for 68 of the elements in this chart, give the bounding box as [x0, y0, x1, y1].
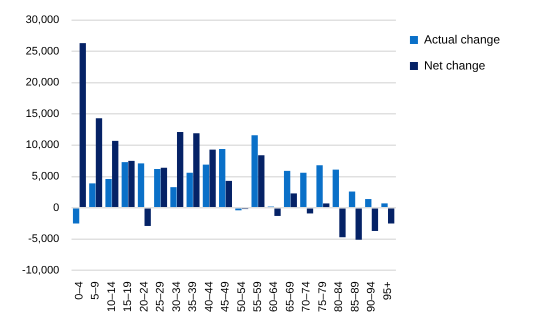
bar	[348, 192, 356, 208]
x-tick-label: 55–59	[252, 281, 264, 312]
x-tick-label: 50–54	[236, 281, 248, 312]
bar	[170, 187, 177, 208]
bar	[306, 208, 314, 214]
x-tick-label: 30–34	[170, 281, 183, 312]
y-tick-label: 15,000	[26, 108, 60, 120]
bar	[89, 183, 96, 208]
bar	[251, 135, 258, 208]
x-tick-label: 70–74	[300, 281, 313, 312]
bar	[176, 132, 184, 208]
bar	[258, 155, 264, 208]
legend-label: Net change	[424, 58, 486, 72]
bar	[323, 203, 330, 208]
x-tick-label: 60–64	[268, 281, 280, 312]
bar	[96, 118, 102, 208]
x-tick-label: 85–89	[349, 281, 362, 312]
x-tick-label: 15–19	[122, 281, 134, 312]
x-tick-label: 45–49	[220, 281, 232, 312]
x-tick-label: 95+	[382, 281, 394, 300]
bar	[284, 170, 290, 208]
bar	[209, 150, 216, 208]
x-tick-label: 35–39	[187, 281, 200, 312]
bar	[226, 180, 232, 208]
bar	[112, 140, 118, 208]
bar	[105, 179, 112, 208]
y-tick-label: -5,000	[28, 233, 60, 246]
bar	[300, 172, 307, 208]
bar	[202, 164, 210, 208]
bar	[138, 163, 144, 208]
bar	[144, 208, 151, 226]
x-tick-label: 20–24	[138, 281, 150, 312]
x-tick-label: 40–44	[203, 281, 216, 312]
bar	[290, 193, 297, 208]
bar	[122, 162, 128, 208]
x-tick-label: 10–14	[106, 281, 118, 312]
bar	[381, 203, 388, 208]
bar	[372, 208, 378, 231]
bar	[365, 199, 372, 208]
x-tick-label: 5–9	[90, 281, 102, 300]
legend-label: Actual change	[424, 32, 500, 46]
y-tick-label: 10,000	[26, 139, 60, 152]
y-tick-label: 5,000	[32, 170, 60, 183]
bar	[186, 172, 193, 208]
bar	[339, 208, 346, 238]
bar	[154, 168, 160, 208]
bar	[160, 168, 168, 208]
bar	[72, 208, 80, 224]
y-tick-label: 20,000	[26, 76, 60, 89]
bar	[316, 165, 323, 208]
x-tick-label: 80–84	[333, 281, 346, 312]
x-tick-label: 0–4	[73, 281, 86, 300]
x-tick-label: 65–69	[284, 281, 296, 312]
x-tick-label: 75–79	[316, 281, 329, 312]
bar	[128, 160, 135, 208]
y-tick-label: 0	[53, 202, 60, 214]
x-tick-label: 90–94	[366, 281, 378, 312]
bar	[356, 208, 362, 240]
bar	[80, 43, 86, 208]
bar	[274, 208, 281, 216]
bar	[388, 208, 394, 224]
bar	[219, 148, 226, 208]
y-tick-label: 25,000	[26, 45, 60, 58]
bar	[332, 170, 339, 208]
bar	[193, 133, 200, 208]
y-tick-label: -10,000	[22, 264, 60, 276]
x-tick-label: 25–29	[154, 281, 167, 312]
y-tick-label: 30,000	[26, 14, 60, 26]
